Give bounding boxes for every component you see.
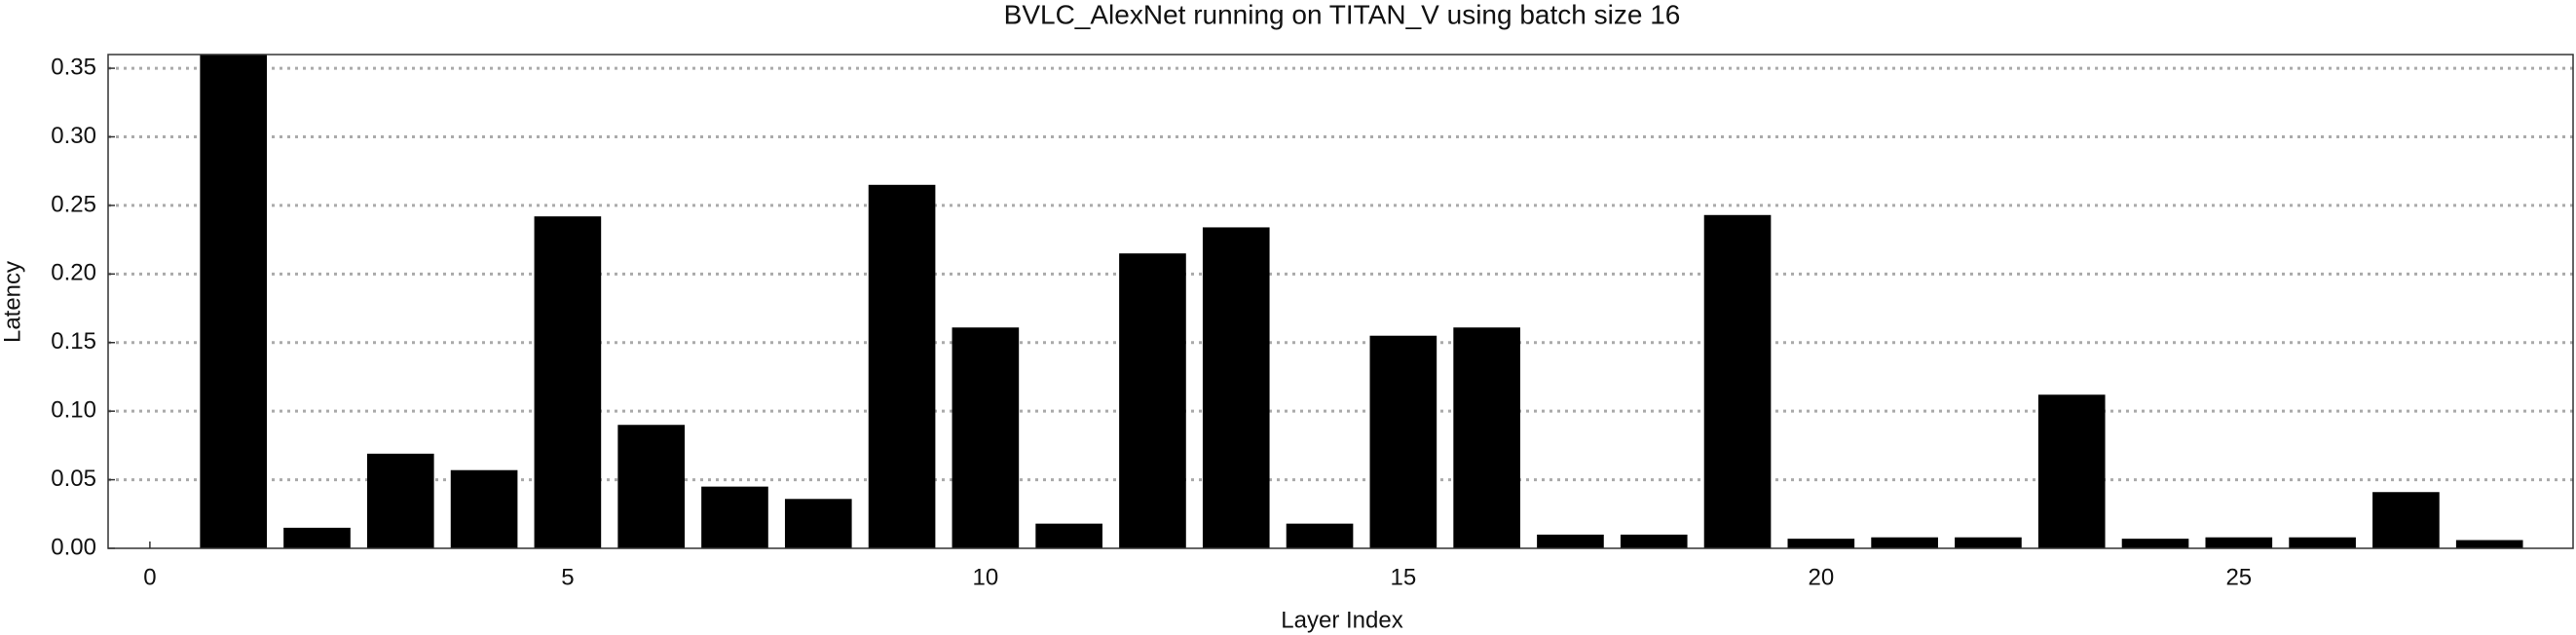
- y-tick-label: 0.15: [51, 328, 96, 355]
- bar: [701, 486, 768, 548]
- bar: [1286, 523, 1354, 548]
- x-tick-label: 15: [1390, 564, 1416, 590]
- y-tick-label: 0.20: [51, 260, 96, 286]
- bar: [450, 469, 518, 548]
- bar: [868, 184, 936, 548]
- y-tick-label: 0.35: [51, 54, 96, 80]
- bar: [1119, 253, 1186, 548]
- y-tick-label: 0.25: [51, 191, 96, 217]
- bar: [283, 527, 351, 548]
- bar: [1369, 335, 1437, 548]
- bar: [2289, 537, 2356, 548]
- bar: [952, 327, 1020, 548]
- bar: [2372, 492, 2440, 548]
- y-axis-label: Latency: [0, 261, 25, 343]
- x-tick-label: 0: [143, 564, 156, 590]
- bar: [2205, 537, 2273, 548]
- x-tick-label: 20: [1808, 564, 1834, 590]
- y-tick-label: 0.10: [51, 397, 96, 424]
- bar: [1035, 523, 1102, 548]
- bar: [534, 216, 602, 548]
- bar: [1703, 214, 1772, 548]
- x-axis-label: Layer Index: [1281, 607, 1402, 633]
- y-tick-label: 0.30: [51, 123, 96, 149]
- bar: [1202, 227, 1270, 548]
- bar: [366, 453, 434, 548]
- bar: [617, 425, 685, 548]
- bar: [2037, 394, 2106, 548]
- bar: [1955, 537, 2022, 548]
- bar: [784, 499, 852, 548]
- bar: [200, 55, 268, 548]
- y-tick-label: 0.05: [51, 466, 96, 492]
- y-tick-label: 0.00: [51, 534, 96, 560]
- bar: [1620, 534, 1688, 548]
- bar: [2121, 539, 2189, 548]
- bar: [1787, 539, 1855, 548]
- bar: [1537, 534, 1604, 548]
- chart-title: BVLC_AlexNet running on TITAN_V using ba…: [1004, 0, 1681, 29]
- plot-frame: [107, 54, 2574, 549]
- bar: [1453, 327, 1520, 548]
- x-tick-label: 5: [561, 564, 574, 590]
- bar: [2455, 540, 2523, 548]
- x-tick-label: 25: [2225, 564, 2252, 590]
- x-tick-label: 10: [973, 564, 999, 590]
- bar: [1871, 537, 1938, 548]
